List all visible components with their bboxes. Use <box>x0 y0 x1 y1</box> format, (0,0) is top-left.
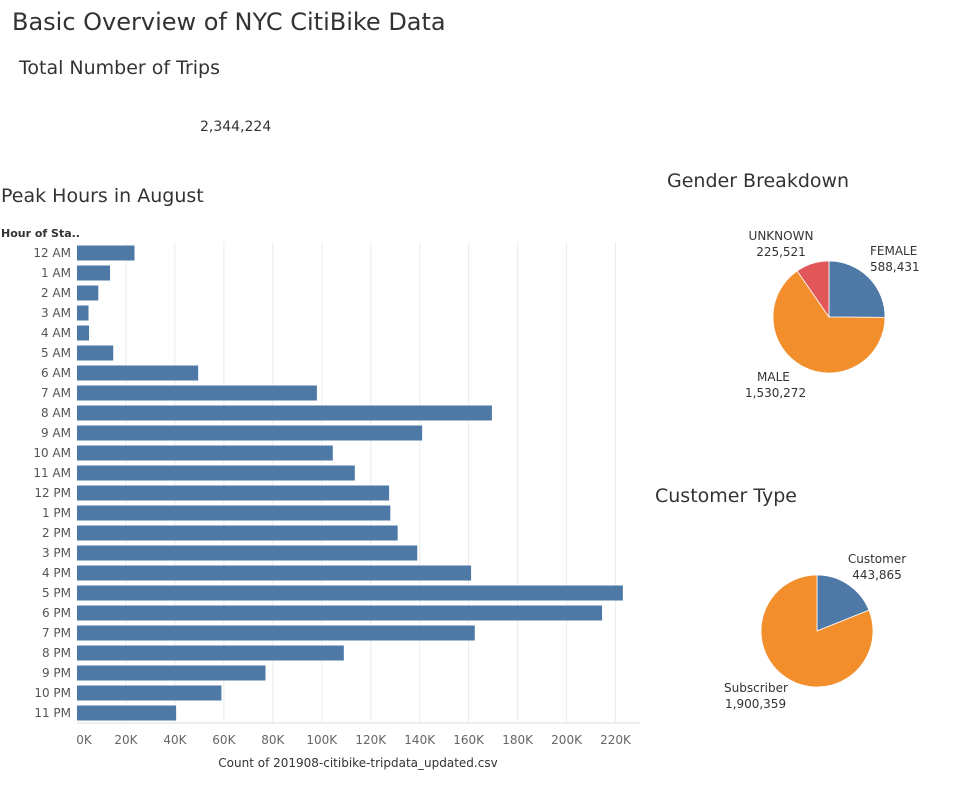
category-label: 2 AM <box>41 286 71 300</box>
category-label: 5 PM <box>42 586 71 600</box>
category-label: 9 AM <box>41 426 71 440</box>
category-label: 11 PM <box>34 706 71 720</box>
pie-slice[interactable] <box>816 574 870 632</box>
bar[interactable] <box>77 565 472 581</box>
category-label: 5 AM <box>41 346 71 360</box>
category-label: 7 PM <box>42 626 71 640</box>
pie-slice-value: 225,521 <box>756 245 806 259</box>
pie-slice[interactable] <box>772 270 886 374</box>
bar[interactable] <box>77 245 135 261</box>
bar[interactable] <box>77 685 222 701</box>
category-label: 12 AM <box>33 246 71 260</box>
category-label: 3 AM <box>41 306 71 320</box>
category-label: 8 PM <box>42 646 71 660</box>
bar[interactable] <box>77 365 199 381</box>
pie-slice-label: UNKNOWN <box>749 229 814 243</box>
bar[interactable] <box>77 425 423 441</box>
pie-slice-label: Subscriber <box>724 681 788 695</box>
bar[interactable] <box>77 325 89 341</box>
bar[interactable] <box>77 645 344 661</box>
x-tick-label: 200K <box>551 733 583 747</box>
x-tick-label: 40K <box>163 733 187 747</box>
gender-breakdown-title: Gender Breakdown <box>667 170 850 192</box>
category-label: 9 PM <box>42 666 71 680</box>
pie-slice-label: FEMALE <box>870 244 917 258</box>
bar[interactable] <box>77 705 177 721</box>
bar[interactable] <box>77 605 603 621</box>
pie-slice-label: Customer <box>848 552 906 566</box>
category-label: 4 PM <box>42 566 71 580</box>
pie-slice-label: MALE <box>757 370 790 384</box>
peak-hours-bar-chart: Hour of Sta.. 12 AM 1 AM 2 AM 3 AM 4 AM 5 AM 6 … <box>1 227 640 770</box>
total-trips-value: 2,344,224 <box>200 119 272 135</box>
bar[interactable] <box>77 445 333 461</box>
category-label: 10 AM <box>33 446 71 460</box>
bar[interactable] <box>77 345 114 361</box>
x-tick-label: 80K <box>261 733 285 747</box>
x-tick-label: 100K <box>306 733 338 747</box>
category-label: 1 AM <box>41 266 71 280</box>
pie-slice-value: 1,530,272 <box>745 386 806 400</box>
x-tick-label: 160K <box>453 733 485 747</box>
page-title: Basic Overview of NYC CitiBike Data <box>12 8 446 36</box>
x-axis-label: Count of 201908-citibike-tripdata_update… <box>218 756 497 770</box>
bar[interactable] <box>77 405 492 421</box>
pie-slice-value: 443,865 <box>852 568 902 582</box>
bar[interactable] <box>77 265 111 281</box>
category-label: 6 PM <box>42 606 71 620</box>
bar[interactable] <box>77 545 418 561</box>
pie-slice[interactable] <box>760 574 874 688</box>
x-tick-label: 180K <box>502 733 534 747</box>
x-tick-label: 120K <box>355 733 387 747</box>
x-tick-label: 0K <box>76 733 93 747</box>
category-label: 3 PM <box>42 546 71 560</box>
bar[interactable] <box>77 625 475 641</box>
x-tick-label: 140K <box>404 733 436 747</box>
bar[interactable] <box>77 465 355 481</box>
bar[interactable] <box>77 285 99 301</box>
bar[interactable] <box>77 525 398 541</box>
pie-slice[interactable] <box>796 260 830 319</box>
category-label: 12 PM <box>34 486 71 500</box>
category-label: 4 AM <box>41 326 71 340</box>
bar[interactable] <box>77 585 623 601</box>
pie-slice-value: 588,431 <box>870 260 920 274</box>
category-label: 7 AM <box>41 386 71 400</box>
pie-slice-value: 1,900,359 <box>725 697 786 711</box>
y-axis-label: Hour of Sta.. <box>1 227 80 240</box>
bar[interactable] <box>77 305 89 321</box>
peak-hours-title: Peak Hours in August <box>1 185 204 207</box>
x-tick-label: 20K <box>114 733 138 747</box>
pie-slice[interactable] <box>828 260 886 318</box>
x-tick-label: 220K <box>600 733 632 747</box>
gender-pie-chart: FEMALE 588,431 MALE 1,530,272 UNKNOWN 225,521 <box>745 229 920 400</box>
bar[interactable] <box>77 385 317 401</box>
category-label: 2 PM <box>42 526 71 540</box>
customer-pie-chart: Customer 443,865 Subscriber 1,900,359 <box>724 552 906 711</box>
customer-type-title: Customer Type <box>655 485 797 507</box>
x-tick-label: 60K <box>212 733 236 747</box>
category-label: 11 AM <box>33 466 71 480</box>
category-label: 10 PM <box>34 686 71 700</box>
category-label: 6 AM <box>41 366 71 380</box>
category-label: 8 AM <box>41 406 71 420</box>
bar[interactable] <box>77 485 390 501</box>
category-label: 1 PM <box>42 506 71 520</box>
total-trips-title: Total Number of Trips <box>19 57 220 79</box>
bar[interactable] <box>77 665 266 681</box>
bar[interactable] <box>77 505 391 521</box>
